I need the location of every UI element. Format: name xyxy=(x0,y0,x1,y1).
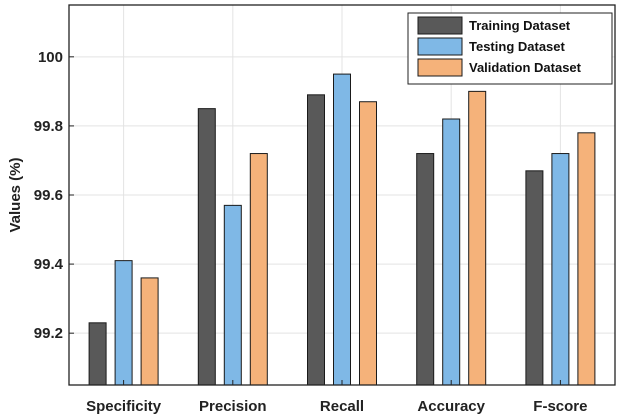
x-category-label: Precision xyxy=(199,398,267,415)
bar-validation-dataset-recall xyxy=(359,101,377,386)
y-axis-title: Values (%) xyxy=(7,157,24,232)
x-category-label: F-score xyxy=(533,398,587,415)
bar-training-dataset-recall xyxy=(307,94,325,386)
x-category-label: Specificity xyxy=(86,398,162,415)
legend-label: Training Dataset xyxy=(469,18,571,33)
bar-testing-dataset-specificity xyxy=(114,260,133,386)
bar-validation-dataset-precision xyxy=(249,153,268,386)
bar-testing-dataset-recall xyxy=(333,73,351,386)
legend-label: Testing Dataset xyxy=(469,39,566,54)
bar-validation-dataset-f-score xyxy=(577,132,596,386)
legend-swatch xyxy=(417,16,463,35)
y-tick-label: 99.2 xyxy=(34,325,63,342)
bar-validation-dataset-accuracy xyxy=(468,90,487,386)
x-category-label: Recall xyxy=(320,398,364,415)
bar-testing-dataset-f-score xyxy=(551,153,570,386)
x-category-label: Accuracy xyxy=(417,398,485,415)
y-tick-label: 100 xyxy=(38,49,63,66)
y-tick-label: 99.6 xyxy=(34,187,63,204)
bar-validation-dataset-specificity xyxy=(140,277,159,386)
legend-swatch xyxy=(417,37,463,56)
bars xyxy=(88,73,596,386)
bar-training-dataset-precision xyxy=(197,108,216,386)
bar-training-dataset-specificity xyxy=(88,322,107,386)
bar-training-dataset-f-score xyxy=(525,170,544,386)
y-tick-label: 99.8 xyxy=(34,118,63,135)
y-tick-label: 99.4 xyxy=(34,256,64,273)
x-axis-ticks: Specificity Precision Recall Accuracy F-scor… xyxy=(86,380,587,415)
bar-testing-dataset-accuracy xyxy=(442,118,461,386)
legend: Training Dataset Testing Dataset Validatio… xyxy=(407,12,613,85)
bar-testing-dataset-precision xyxy=(223,204,242,386)
y-axis-ticks: 99.2 99.4 99.6 99.8 100 xyxy=(34,49,74,342)
legend-swatch xyxy=(417,58,463,77)
bar-training-dataset-accuracy xyxy=(416,153,435,386)
legend-label: Validation Dataset xyxy=(469,60,582,75)
